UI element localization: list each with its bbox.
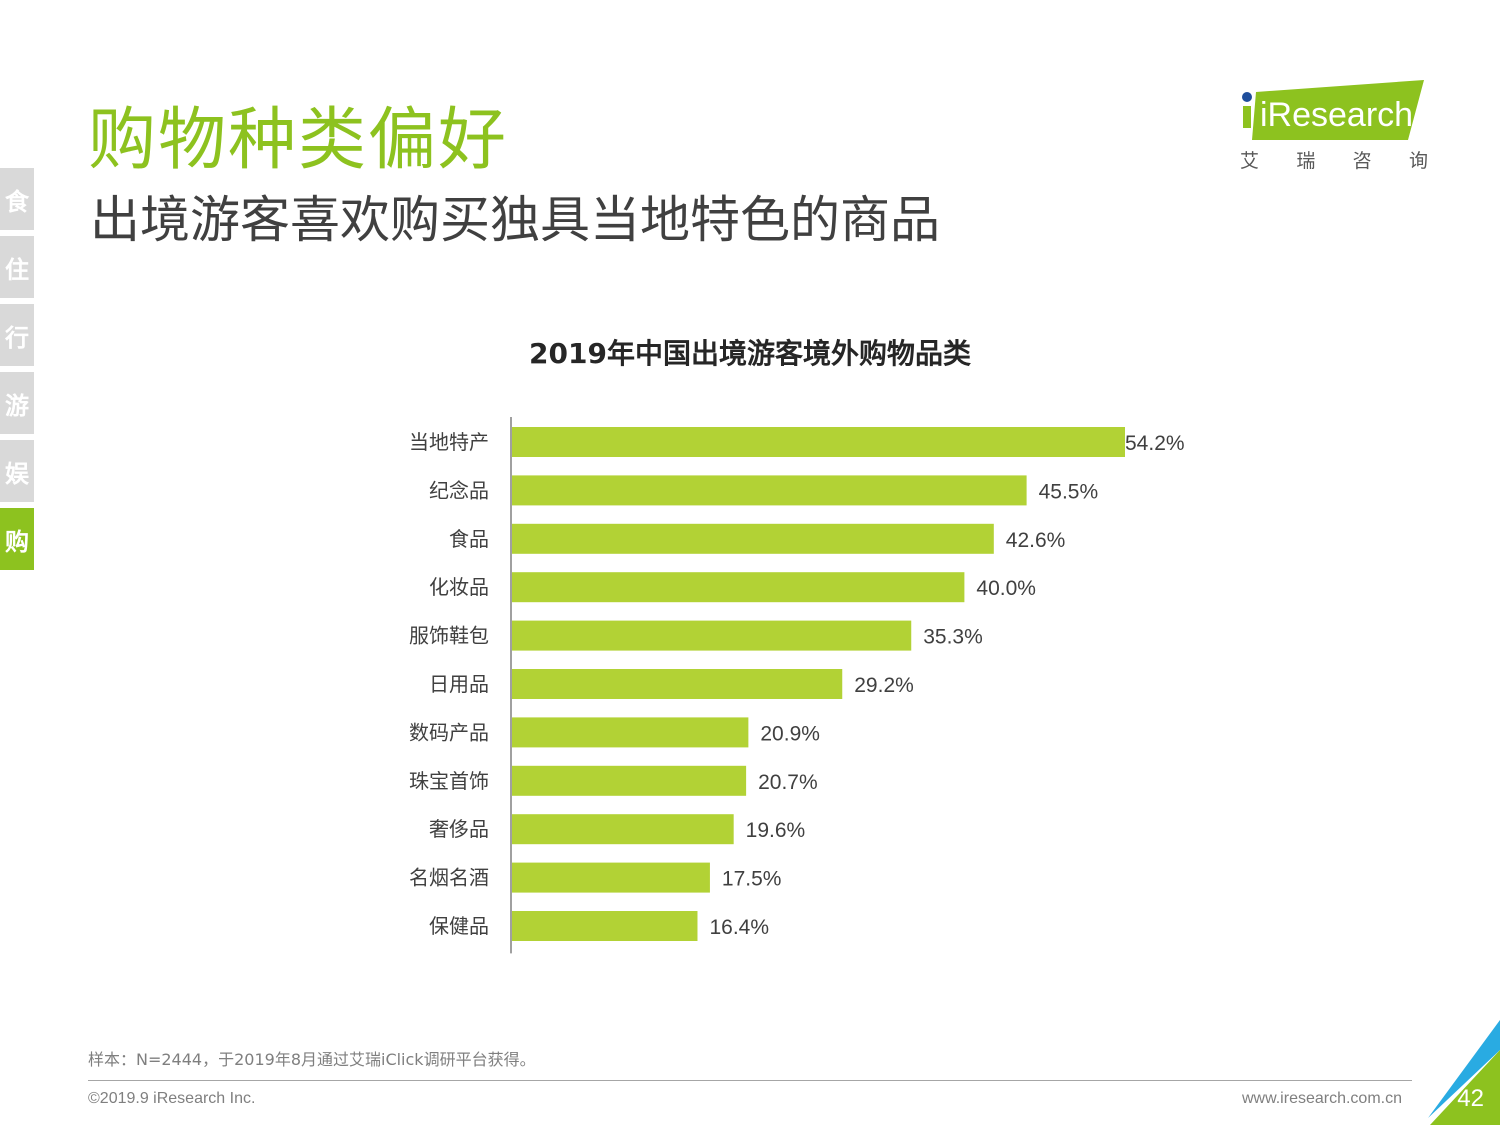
category-label: 服饰鞋包 — [409, 624, 489, 648]
category-label: 日用品 — [429, 672, 489, 696]
side-nav: 食 住 行 游 娱 购 — [0, 168, 34, 576]
bar — [512, 572, 965, 603]
logo-char: 瑞 — [1296, 150, 1316, 172]
corner-decoration — [1428, 1020, 1500, 1125]
side-tab-entertainment[interactable]: 娱 — [0, 440, 34, 502]
side-tab-travel[interactable]: 行 — [0, 304, 34, 366]
side-tab-food[interactable]: 食 — [0, 168, 34, 230]
bar — [512, 427, 1125, 457]
side-tab-shopping[interactable]: 购 — [0, 508, 34, 570]
side-tab-label: 购 — [5, 527, 29, 556]
side-tab-label: 游 — [5, 391, 29, 420]
value-label: 19.6% — [746, 819, 806, 842]
value-label: 45.5% — [1039, 480, 1099, 503]
page-number: 42 — [1457, 1085, 1484, 1112]
value-label: 16.4% — [709, 916, 769, 939]
footer-divider — [88, 1080, 1412, 1081]
category-label: 化妆品 — [429, 575, 489, 599]
category-label: 珠宝首饰 — [409, 769, 489, 793]
bar — [512, 814, 734, 845]
bar — [512, 911, 698, 941]
logo-char: 咨 — [1352, 150, 1372, 172]
value-label: 20.9% — [760, 722, 820, 745]
bar — [512, 523, 994, 554]
side-tab-label: 食 — [5, 187, 29, 216]
bar — [512, 862, 710, 893]
side-tab-label: 住 — [5, 255, 29, 284]
value-label: 35.3% — [923, 626, 983, 649]
iresearch-logo: iResearch — [1242, 80, 1424, 140]
value-label: 40.0% — [976, 577, 1036, 600]
logo-brand-text: iResearch — [1260, 96, 1413, 134]
side-tab-label: 行 — [5, 323, 29, 352]
chart-title: 2019年中国出境游客境外购物品类 — [529, 337, 971, 370]
value-label: 17.5% — [722, 868, 782, 891]
value-label: 20.7% — [758, 771, 818, 794]
page-subtitle: 出境游客喜欢购买独具当地特色的商品 — [90, 191, 940, 249]
category-label: 当地特产 — [409, 430, 489, 454]
logo-char: 艾 — [1240, 150, 1260, 172]
side-tab-tour[interactable]: 游 — [0, 372, 34, 434]
value-label: 54.2% — [1125, 432, 1185, 455]
category-label: 数码产品 — [409, 720, 489, 744]
category-label: 食品 — [449, 527, 489, 551]
bar — [512, 620, 912, 651]
logo-char: 询 — [1408, 150, 1428, 172]
page-title: 购物种类偏好 — [88, 101, 509, 180]
category-label: 纪念品 — [429, 478, 489, 502]
side-tab-stay[interactable]: 住 — [0, 236, 34, 298]
copyright: ©2019.9 iResearch Inc. — [88, 1090, 256, 1107]
website-link[interactable]: www.iresearch.com.cn — [1241, 1090, 1402, 1107]
sample-note: 样本：N=2444，于2019年8月通过艾瑞iClick调研平台获得。 — [88, 1050, 536, 1069]
bar — [512, 717, 749, 748]
value-label: 42.6% — [1006, 529, 1066, 552]
logo-chinese: 艾 瑞 咨 询 — [1240, 146, 1428, 173]
value-label: 29.2% — [854, 674, 914, 697]
bar — [512, 669, 843, 699]
category-label: 保健品 — [429, 914, 489, 938]
bar — [512, 765, 747, 796]
bar — [512, 475, 1027, 506]
category-label: 名烟名酒 — [409, 866, 489, 890]
category-label: 奢侈品 — [429, 817, 489, 841]
side-tab-label: 娱 — [5, 459, 29, 488]
